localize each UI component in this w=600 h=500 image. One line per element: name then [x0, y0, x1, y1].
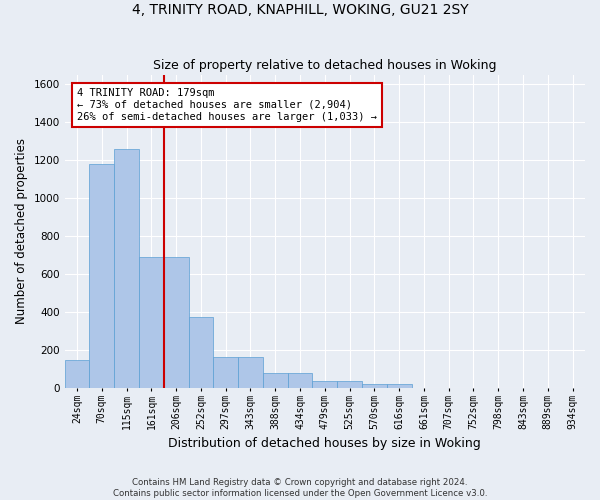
Bar: [188, 316, 214, 388]
Bar: [362, 384, 387, 388]
Bar: [238, 356, 263, 388]
Text: 4 TRINITY ROAD: 179sqm
← 73% of detached houses are smaller (2,904)
26% of semi-: 4 TRINITY ROAD: 179sqm ← 73% of detached…: [77, 88, 377, 122]
Title: Size of property relative to detached houses in Woking: Size of property relative to detached ho…: [153, 59, 497, 72]
Bar: [337, 381, 362, 388]
Bar: [139, 257, 164, 388]
Bar: [313, 381, 337, 388]
Text: Contains HM Land Registry data © Crown copyright and database right 2024.
Contai: Contains HM Land Registry data © Crown c…: [113, 478, 487, 498]
Bar: [263, 372, 287, 388]
Bar: [387, 384, 412, 388]
Bar: [89, 164, 114, 388]
Text: 4, TRINITY ROAD, KNAPHILL, WOKING, GU21 2SY: 4, TRINITY ROAD, KNAPHILL, WOKING, GU21 …: [131, 2, 469, 16]
Bar: [65, 360, 89, 388]
Bar: [287, 372, 313, 388]
Y-axis label: Number of detached properties: Number of detached properties: [15, 138, 28, 324]
Bar: [214, 356, 238, 388]
X-axis label: Distribution of detached houses by size in Woking: Distribution of detached houses by size …: [169, 437, 481, 450]
Bar: [114, 148, 139, 388]
Bar: [164, 257, 188, 388]
